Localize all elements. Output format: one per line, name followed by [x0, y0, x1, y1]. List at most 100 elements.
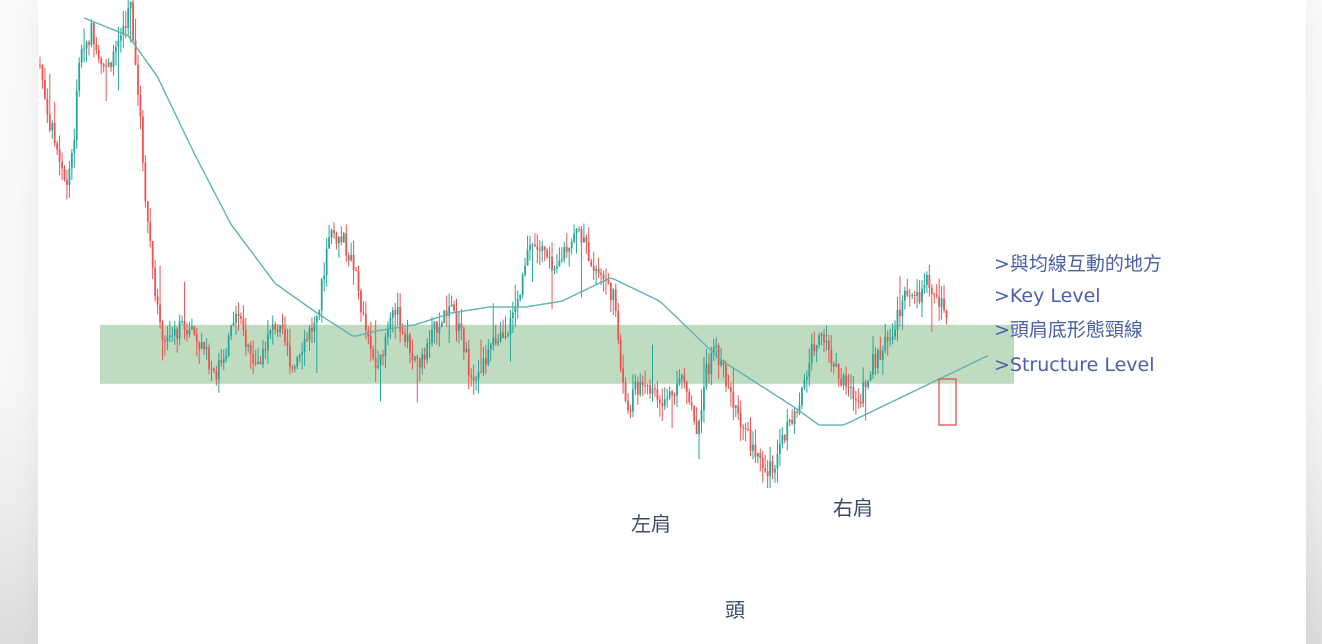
- candle-body: [315, 315, 318, 323]
- candle-body: [850, 386, 852, 388]
- candle-body: [235, 314, 237, 323]
- candle-body: [796, 411, 798, 413]
- candle-body: [66, 180, 68, 185]
- candle-body: [666, 397, 669, 400]
- candle-body: [249, 344, 252, 354]
- candle-body: [208, 347, 210, 370]
- candle-body: [862, 381, 865, 404]
- candle-body: [558, 260, 561, 267]
- candle-body: [183, 321, 186, 330]
- candle-body: [497, 341, 500, 344]
- candle-body: [61, 161, 63, 169]
- candle-body: [685, 381, 688, 392]
- candle-body: [536, 246, 539, 250]
- candle-body: [117, 40, 120, 47]
- candle-body: [443, 310, 446, 323]
- candle-body: [602, 274, 605, 279]
- slide-panel: [38, 0, 1306, 644]
- candle-body: [492, 337, 495, 345]
- candle-body: [654, 388, 656, 390]
- candle-body: [205, 347, 208, 350]
- candle-body: [639, 381, 642, 395]
- candle-body: [274, 324, 277, 330]
- candle-body: [391, 310, 394, 318]
- candle-body: [725, 365, 727, 387]
- candle-body: [151, 241, 154, 268]
- candle-body: [330, 230, 333, 238]
- candle-body: [837, 363, 840, 379]
- candle-body: [51, 122, 54, 131]
- candle-body: [409, 334, 411, 354]
- candle-body: [266, 334, 269, 351]
- candle-body: [421, 354, 424, 368]
- candle-body: [511, 312, 514, 319]
- candle-body: [257, 361, 259, 365]
- candle-body: [933, 293, 936, 295]
- candle-body: [418, 358, 421, 368]
- candle-body: [56, 143, 59, 150]
- candle-body: [906, 290, 909, 296]
- candle-body: [159, 304, 161, 323]
- candle-body: [734, 405, 737, 408]
- candle-body: [124, 25, 127, 28]
- candle-body: [176, 329, 179, 339]
- candle-body: [440, 322, 443, 328]
- candle-body: [877, 350, 879, 369]
- candle-body: [781, 434, 784, 444]
- candle-body: [164, 340, 166, 342]
- candle-body: [624, 382, 627, 401]
- candle-body: [592, 265, 595, 272]
- candle-body: [712, 347, 715, 354]
- candle-body: [671, 391, 673, 395]
- candle-body: [845, 375, 847, 387]
- candle-body: [622, 368, 624, 383]
- candle-body: [39, 65, 41, 67]
- candle-body: [396, 306, 399, 315]
- candle-body: [894, 329, 896, 337]
- candle-body: [472, 377, 475, 381]
- current-candle-marker: [938, 378, 957, 426]
- candle-body: [867, 380, 869, 388]
- candle-body: [411, 353, 414, 361]
- candle-body: [254, 362, 257, 365]
- candle-body: [730, 387, 732, 392]
- candle-body: [394, 310, 397, 315]
- candle-body: [200, 342, 203, 349]
- candle-body: [244, 330, 247, 347]
- note-structure-level: >Structure Level: [994, 354, 1155, 376]
- key-level-zone: [100, 324, 1014, 384]
- candle-body: [541, 246, 544, 251]
- candle-body: [771, 461, 774, 473]
- candle-body: [786, 421, 789, 441]
- candle-body: [815, 345, 818, 352]
- candle-body: [413, 356, 416, 361]
- candle-body: [161, 322, 164, 341]
- candle-body: [431, 329, 433, 343]
- candle-body: [450, 304, 453, 307]
- candle-body: [88, 42, 90, 45]
- candle-body: [352, 254, 355, 271]
- candle-body: [509, 318, 512, 335]
- candle-body: [595, 268, 598, 272]
- candle-body: [387, 329, 389, 337]
- candle-body: [335, 233, 338, 244]
- candle-body: [636, 381, 639, 395]
- candle-body: [406, 334, 409, 342]
- candle-body: [744, 428, 747, 430]
- candle-body: [477, 372, 480, 379]
- candle-body: [293, 366, 296, 369]
- candle-body: [485, 358, 487, 365]
- candles-group: [39, 0, 948, 489]
- candle-body: [41, 65, 44, 80]
- candle-body: [404, 333, 406, 342]
- candle-body: [889, 339, 892, 341]
- candle-body: [619, 339, 622, 369]
- candle-body: [609, 282, 612, 301]
- candle-body: [502, 332, 504, 338]
- candle-body: [634, 381, 637, 390]
- candle-body: [171, 335, 174, 337]
- candle-body: [137, 64, 139, 95]
- candle-body: [178, 321, 181, 339]
- candle-body: [232, 322, 235, 326]
- candle-body: [578, 229, 580, 231]
